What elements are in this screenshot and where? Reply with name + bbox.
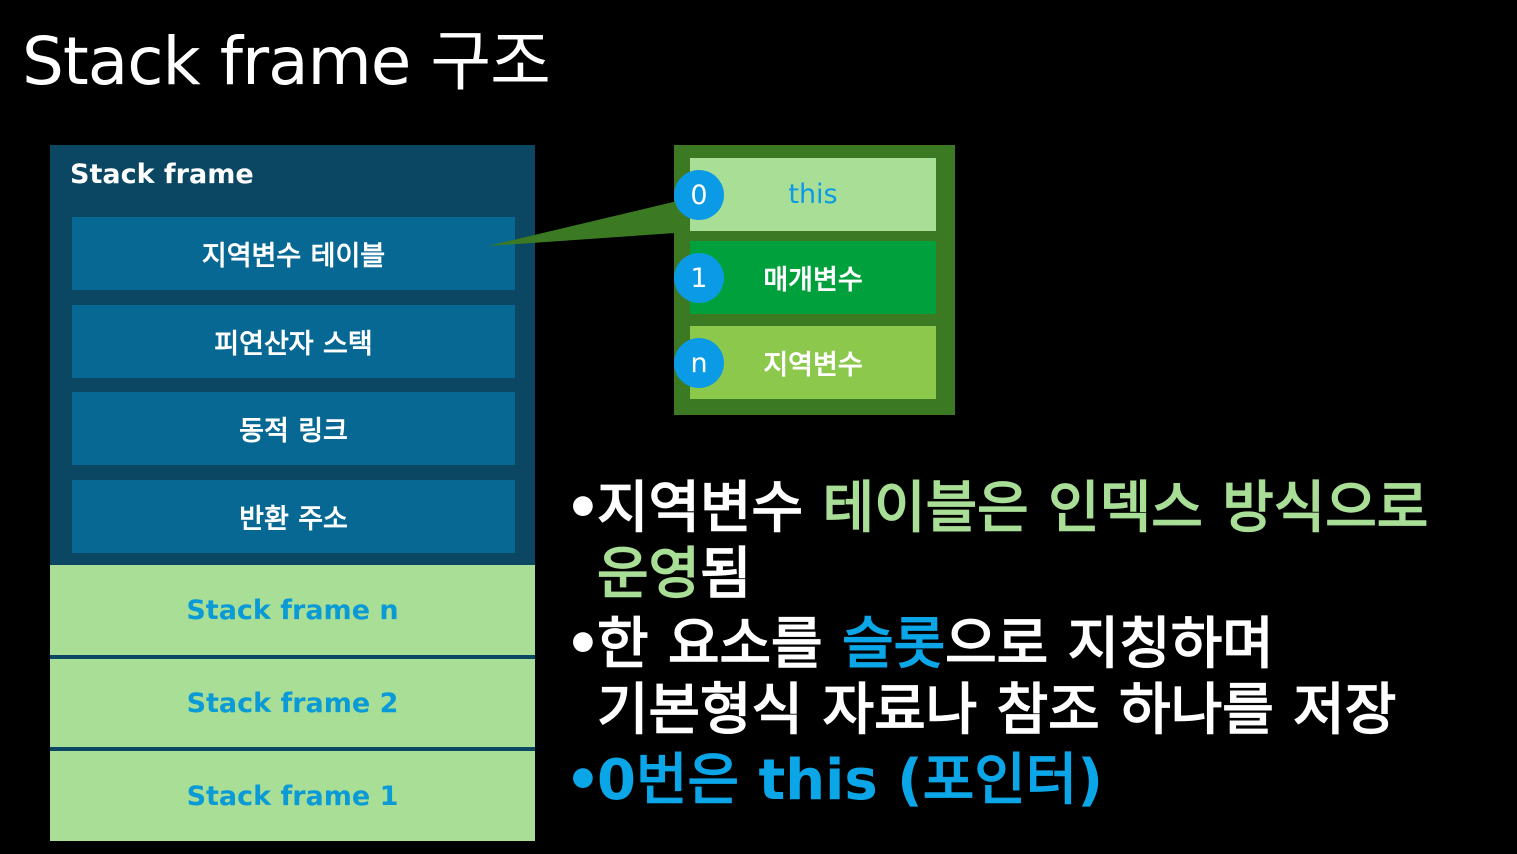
stack-frame-n: Stack frame n bbox=[50, 565, 535, 655]
frame-item-operand-stack: 피연산자 스택 bbox=[72, 305, 515, 378]
bullet-text: 으로 지칭하며 bbox=[945, 612, 1274, 677]
bullet-text: 지역변수 bbox=[597, 476, 823, 541]
slot-label: 지역변수 bbox=[763, 350, 863, 381]
bullet-item-2: • 한 요소를 슬롯으로 지칭하며 기본형식 자료나 참조 하나를 저장 bbox=[565, 612, 1505, 744]
bullet-dot: • bbox=[565, 612, 601, 677]
slot-label: 매개변수 bbox=[763, 265, 863, 296]
bullet-text: 한 요소를 bbox=[597, 612, 843, 677]
frame-divider bbox=[50, 747, 535, 751]
slot-locals: 지역변수 bbox=[690, 326, 936, 399]
bullet-dot: • bbox=[565, 748, 601, 813]
frame-item-dynamic-link: 동적 링크 bbox=[72, 392, 515, 465]
frame-item-local-var-table: 지역변수 테이블 bbox=[72, 217, 515, 290]
stack-frame-2: Stack frame 2 bbox=[50, 659, 535, 747]
bullet-highlight: 테이블은 인덱스 방식으로 bbox=[822, 476, 1429, 541]
bullet-dot: • bbox=[565, 476, 601, 541]
slot-index-badge: 0 bbox=[674, 170, 724, 220]
bullet-highlight: 운영 bbox=[597, 542, 701, 607]
page-title: Stack frame 구조 bbox=[22, 23, 551, 100]
stack-frame-container: Stack frame 지역변수 테이블 피연산자 스택 동적 링크 반환 주소 bbox=[50, 145, 535, 565]
bullet-list: • 지역변수 테이블은 인덱스 방식으로 운영됨 • 한 요소를 슬롯으로 지칭… bbox=[565, 476, 1505, 818]
stack-frame-label: Stack frame bbox=[70, 159, 254, 190]
bullet-item-3: • 0번은 this (포인터) bbox=[565, 748, 1505, 814]
frame-divider bbox=[50, 655, 535, 659]
frame-item-return-address: 반환 주소 bbox=[72, 480, 515, 553]
local-variable-table: this 매개변수 지역변수 0 1 n bbox=[674, 145, 955, 415]
bullet-text: 됨 bbox=[700, 542, 752, 607]
bullet-item-1: • 지역변수 테이블은 인덱스 방식으로 운영됨 bbox=[565, 476, 1505, 608]
slot-label: this bbox=[788, 179, 838, 210]
slot-this: this bbox=[690, 158, 936, 231]
slot-index-badge: 1 bbox=[674, 253, 724, 303]
bullet-highlight: 슬롯 bbox=[842, 612, 946, 677]
bullet-text: 기본형식 자료나 참조 하나를 저장 bbox=[597, 678, 1397, 743]
bullet-text: 0번은 this (포인터) bbox=[597, 748, 1103, 813]
slot-params: 매개변수 bbox=[690, 241, 936, 314]
stack-frame-1: Stack frame 1 bbox=[50, 751, 535, 841]
slot-index-badge: n bbox=[674, 338, 724, 388]
